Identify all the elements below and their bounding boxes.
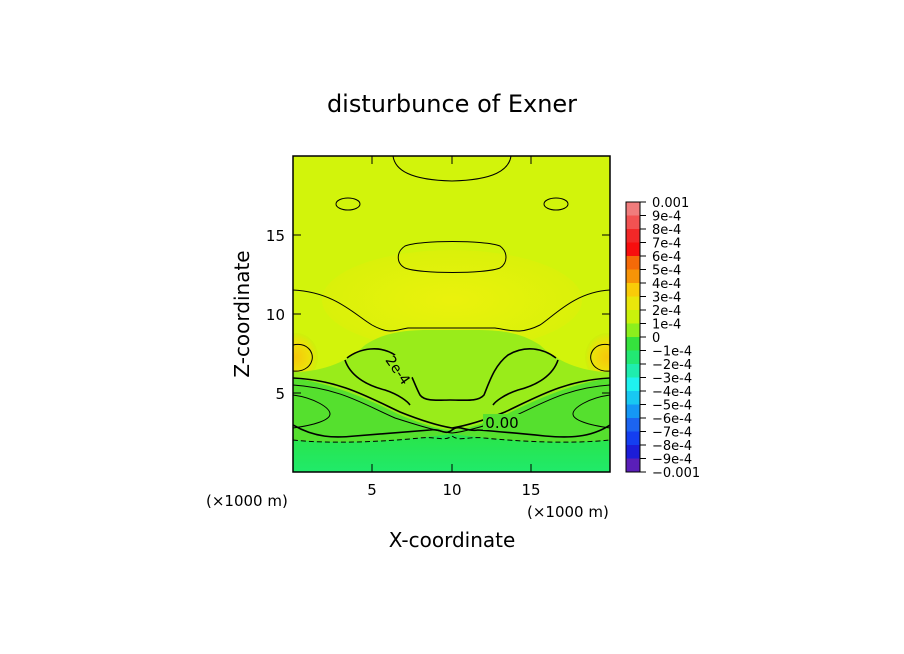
x-axis: [371, 156, 532, 472]
contour-band-center: [397, 241, 507, 273]
contour-label-zero: 0.00: [485, 414, 518, 432]
colorbar-swatch: [626, 215, 640, 229]
colorbar-swatch: [626, 229, 640, 243]
colorbar-swatch: [626, 269, 640, 283]
contour-upper-layer: [293, 289, 610, 332]
field-ground-layer: [293, 434, 610, 472]
x-tick-label: 15: [521, 481, 540, 499]
x-axis-label: X-coordinate: [389, 528, 516, 552]
contour-zero: [293, 424, 610, 438]
colorbar-swatch: [626, 323, 640, 337]
colorbar-tick-label: 0.001: [652, 196, 689, 211]
y-axis: [293, 234, 610, 394]
z-unit-label: (×1000 m): [206, 492, 288, 510]
chart-title: disturbunce of Exner: [327, 90, 577, 118]
colorbar-tick-label: 6e-4: [652, 250, 681, 265]
contour-2e4-inner-right: [492, 359, 559, 406]
field-side-max-right: [585, 333, 610, 381]
colorbar-tick-label: −1e-4: [652, 345, 692, 360]
colorbar-swatch: [626, 202, 640, 216]
x-unit-label: (×1000 m): [527, 503, 609, 521]
colorbar-tick-label: −7e-4: [652, 426, 692, 441]
colorbar-swatch: [626, 458, 640, 472]
y-axis-label: Z-coordinate: [230, 250, 254, 377]
colorbar-tick-label: 7e-4: [652, 237, 681, 252]
colorbar-swatch: [626, 431, 640, 445]
colorbar-tick-label: −8e-4: [652, 439, 692, 454]
colorbar-swatch: [626, 337, 640, 351]
y-tick-label: 10: [266, 306, 285, 324]
colorbar: 0.0019e-48e-47e-46e-45e-44e-43e-42e-41e-…: [625, 196, 700, 481]
colorbar-swatch: [626, 391, 640, 405]
colorbar-swatch: [626, 310, 640, 324]
colorbar-swatch: [626, 364, 640, 378]
colorbar-tick-label: 2e-4: [652, 304, 681, 319]
colorbar-swatch: [626, 256, 640, 270]
colorbar-swatch: [626, 418, 640, 432]
contour-island-right: [543, 197, 569, 211]
contour-lower-b: [293, 384, 610, 434]
colorbar-tick-label: 3e-4: [652, 291, 681, 306]
contour-top: [392, 156, 512, 182]
colorbar-swatch: [626, 404, 640, 418]
contour-lines: [293, 156, 610, 443]
colorbar-tick-label: −2e-4: [652, 358, 692, 373]
contour-2e4: [346, 348, 557, 402]
colorbar-tick-label: 4e-4: [652, 277, 681, 292]
y-tick-label: 15: [266, 227, 285, 245]
contour-lower-a: [293, 377, 610, 429]
colorbar-tick-label: −4e-4: [652, 385, 692, 400]
colorbar-tick-label: 8e-4: [652, 223, 681, 238]
contour-side-lobe-right: [572, 394, 610, 429]
contour-side-left: [293, 343, 313, 372]
colorbar-tick-label: −3e-4: [652, 372, 692, 387]
colorbar-tick-label: 0: [652, 331, 660, 346]
y-tick-label: 5: [275, 385, 285, 403]
field-side-max-left: [293, 333, 318, 381]
colorbar-tick-label: −0.001: [652, 466, 700, 481]
colorbar-swatch: [626, 377, 640, 391]
field-layer: [293, 156, 610, 472]
colorbar-tick-label: −9e-4: [652, 453, 692, 468]
colorbar-tick-label: 1e-4: [652, 318, 681, 333]
contour-side-right: [590, 343, 610, 372]
colorbar-swatch: [626, 296, 640, 310]
colorbar-tick-label: −6e-4: [652, 412, 692, 427]
x-tick-label: 5: [367, 481, 377, 499]
x-tick-label: 10: [442, 481, 461, 499]
colorbar-tick-label: 5e-4: [652, 264, 681, 279]
colorbar-swatch: [626, 242, 640, 256]
colorbar-tick-label: 9e-4: [652, 210, 681, 225]
colorbar-tick-label: −5e-4: [652, 399, 692, 414]
contour-2e4-inner-left: [344, 359, 411, 406]
colorbar-swatch: [626, 283, 640, 297]
colorbar-swatch: [626, 445, 640, 459]
contour-negative: [293, 435, 610, 443]
field-upper-center-max: [322, 250, 582, 350]
contour-island-left: [335, 197, 361, 211]
contour-side-lobe-left: [293, 394, 331, 429]
colorbar-swatch: [626, 350, 640, 364]
